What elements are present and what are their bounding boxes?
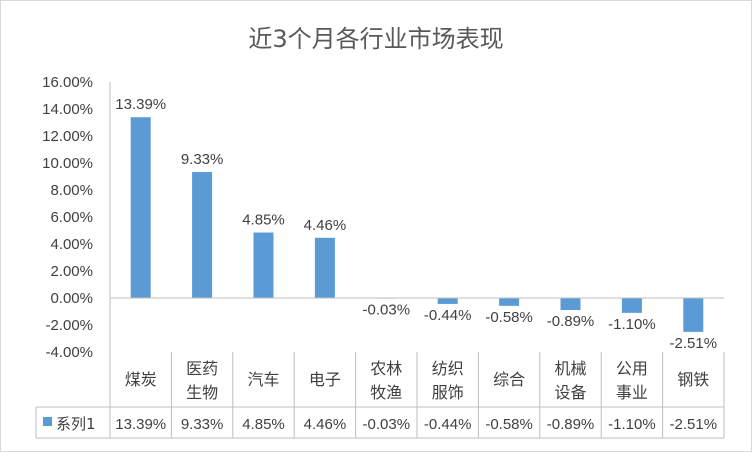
table-value-cell: 4.46% <box>304 416 347 433</box>
table-value-cell: -2.51% <box>670 416 718 433</box>
category-label-line2: 生物 <box>186 383 218 402</box>
data-label: -0.44% <box>424 307 472 324</box>
y-tick-label: -4.00% <box>45 344 93 361</box>
category-label: 汽车 <box>247 370 279 389</box>
table-value-cell: -0.89% <box>547 416 595 433</box>
table-value-cell: 4.85% <box>242 416 285 433</box>
table-value-cell: 9.33% <box>181 416 224 433</box>
data-labels: 13.39%9.33%4.85% 4.46%-0.03% -0.44% -0.58% -… <box>115 96 717 352</box>
bar <box>192 172 213 298</box>
data-label: -1.10% <box>608 316 656 333</box>
table-value-cell: -0.03% <box>363 416 411 433</box>
category-label-line2: 事业 <box>616 383 648 402</box>
bar <box>621 298 642 313</box>
y-tick-label: 8.00% <box>50 182 93 199</box>
category-label: 煤炭 <box>125 370 157 389</box>
y-tick-label: 4.00% <box>50 236 93 253</box>
legend-series-name: 系列1 <box>56 415 96 433</box>
y-tick-label: 2.00% <box>50 263 93 280</box>
category-label-line1: 纺织 <box>432 359 464 378</box>
data-label: -2.51% <box>670 335 718 352</box>
bar <box>130 117 151 298</box>
category-label-line1: 公用 <box>616 359 648 378</box>
y-tick-label: 0.00% <box>50 290 93 307</box>
bar <box>314 237 335 298</box>
y-tick-label: 6.00% <box>50 209 93 226</box>
data-label: -0.89% <box>547 313 595 330</box>
bar <box>683 298 704 332</box>
y-tick-label: -2.00% <box>45 317 93 334</box>
data-label: 4.46% <box>304 217 347 234</box>
legend-key <box>43 417 52 426</box>
data-label: 4.85% <box>242 212 285 229</box>
data-label: -0.58% <box>485 309 533 326</box>
category-label-line2: 设备 <box>554 383 586 402</box>
category-label-line2: 牧渔 <box>370 383 402 402</box>
category-label-line1: 农林 <box>370 359 402 378</box>
y-tick-label: 12.00% <box>42 128 93 145</box>
y-tick-label: 14.00% <box>42 101 93 118</box>
table-value-cell: -0.44% <box>424 416 472 433</box>
table-value-cell: 13.39% <box>115 416 166 433</box>
table-value-cell: -1.10% <box>608 416 656 433</box>
category-label-line2: 服饰 <box>432 383 464 402</box>
bar <box>253 232 274 298</box>
bar <box>499 298 520 306</box>
y-tick-label: 10.00% <box>42 155 93 172</box>
y-axis: 16.00% 14.00% 12.00% 10.00% 8.00% 6.00% 4.00% 2… <box>42 74 111 361</box>
category-label: 钢铁 <box>677 370 709 389</box>
bar <box>560 298 581 311</box>
y-tick-label: 16.00% <box>42 74 93 91</box>
table-value-cell: -0.58% <box>485 416 533 433</box>
chart-title: 近3个月各行业市场表现 <box>248 25 503 53</box>
category-label-line1: 医药 <box>186 359 218 378</box>
category-label: 电子 <box>309 370 341 389</box>
category-label-line1: 机械 <box>554 359 586 378</box>
data-label: 13.39% <box>115 96 166 113</box>
bar <box>437 298 458 304</box>
category-label: 综合 <box>493 370 525 389</box>
data-label: 9.33% <box>181 151 224 168</box>
data-label: -0.03% <box>363 301 411 318</box>
bar-series <box>130 117 704 332</box>
